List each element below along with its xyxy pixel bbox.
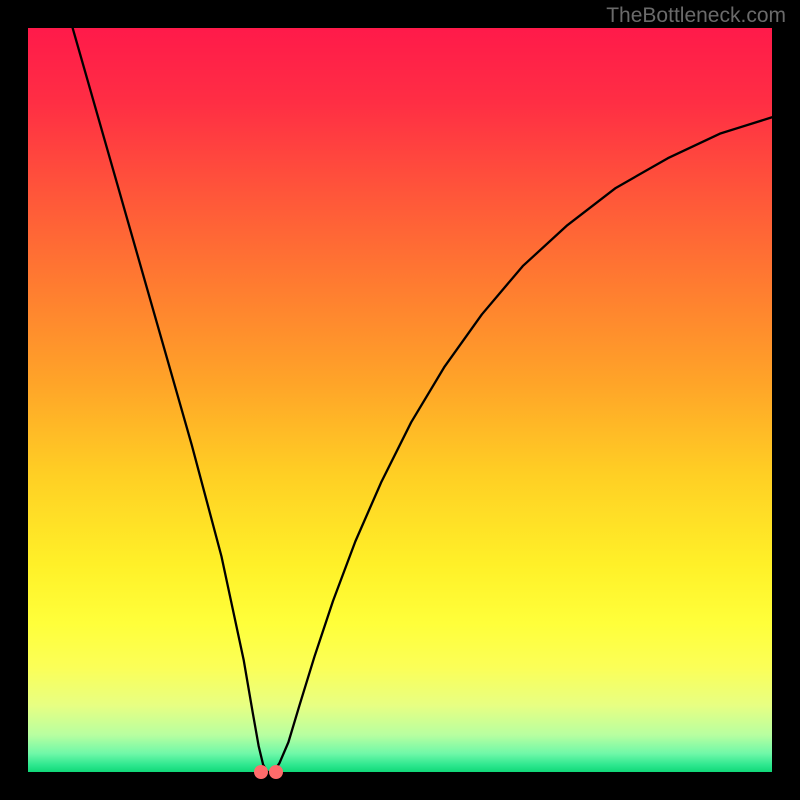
chart-background: [28, 28, 772, 772]
optimal-marker-0: [254, 765, 268, 779]
optimal-marker-1: [269, 765, 283, 779]
plot-area: [28, 28, 772, 772]
watermark-text: TheBottleneck.com: [606, 4, 786, 28]
chart-svg: [28, 28, 772, 772]
